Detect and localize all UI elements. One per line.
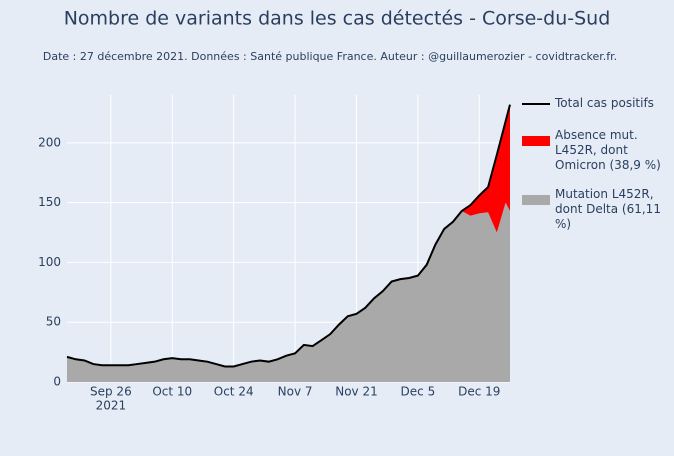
x-tick-label: Nov 7 — [278, 385, 313, 399]
area — [67, 202, 510, 382]
x-tick-label: Sep 26 — [90, 385, 132, 399]
legend-label: Absence mut. L452R, dont Omicron (38,9 %… — [555, 128, 661, 172]
x-tick-label: Dec 19 — [458, 385, 500, 399]
line — [66, 104, 511, 368]
chart-subtitle: Date : 27 décembre 2021. Données : Santé… — [43, 50, 617, 63]
x-tick-label: Oct 10 — [152, 385, 192, 399]
marks — [66, 104, 511, 382]
y-tick-label: 0 — [53, 375, 61, 389]
x-year-label: 2021 — [96, 399, 127, 413]
y-tick-label: 200 — [38, 135, 61, 149]
x-tick-label: Nov 21 — [335, 385, 378, 399]
y-tick-label: 150 — [38, 195, 61, 209]
legend-swatch — [522, 136, 550, 146]
legend-label: Total cas positifs — [555, 96, 654, 110]
legend-swatch — [522, 195, 550, 205]
chart-title: Nombre de variants dans les cas détectés… — [64, 8, 611, 30]
legend-swatch — [522, 103, 550, 105]
x-tick-label: Oct 24 — [214, 385, 254, 399]
y-tick-label: 100 — [38, 255, 61, 269]
y-tick-label: 50 — [46, 315, 61, 329]
legend-label: Mutation L452R, dont Delta (61,11 %) — [555, 187, 661, 231]
x-tick-label: Dec 5 — [401, 385, 436, 399]
